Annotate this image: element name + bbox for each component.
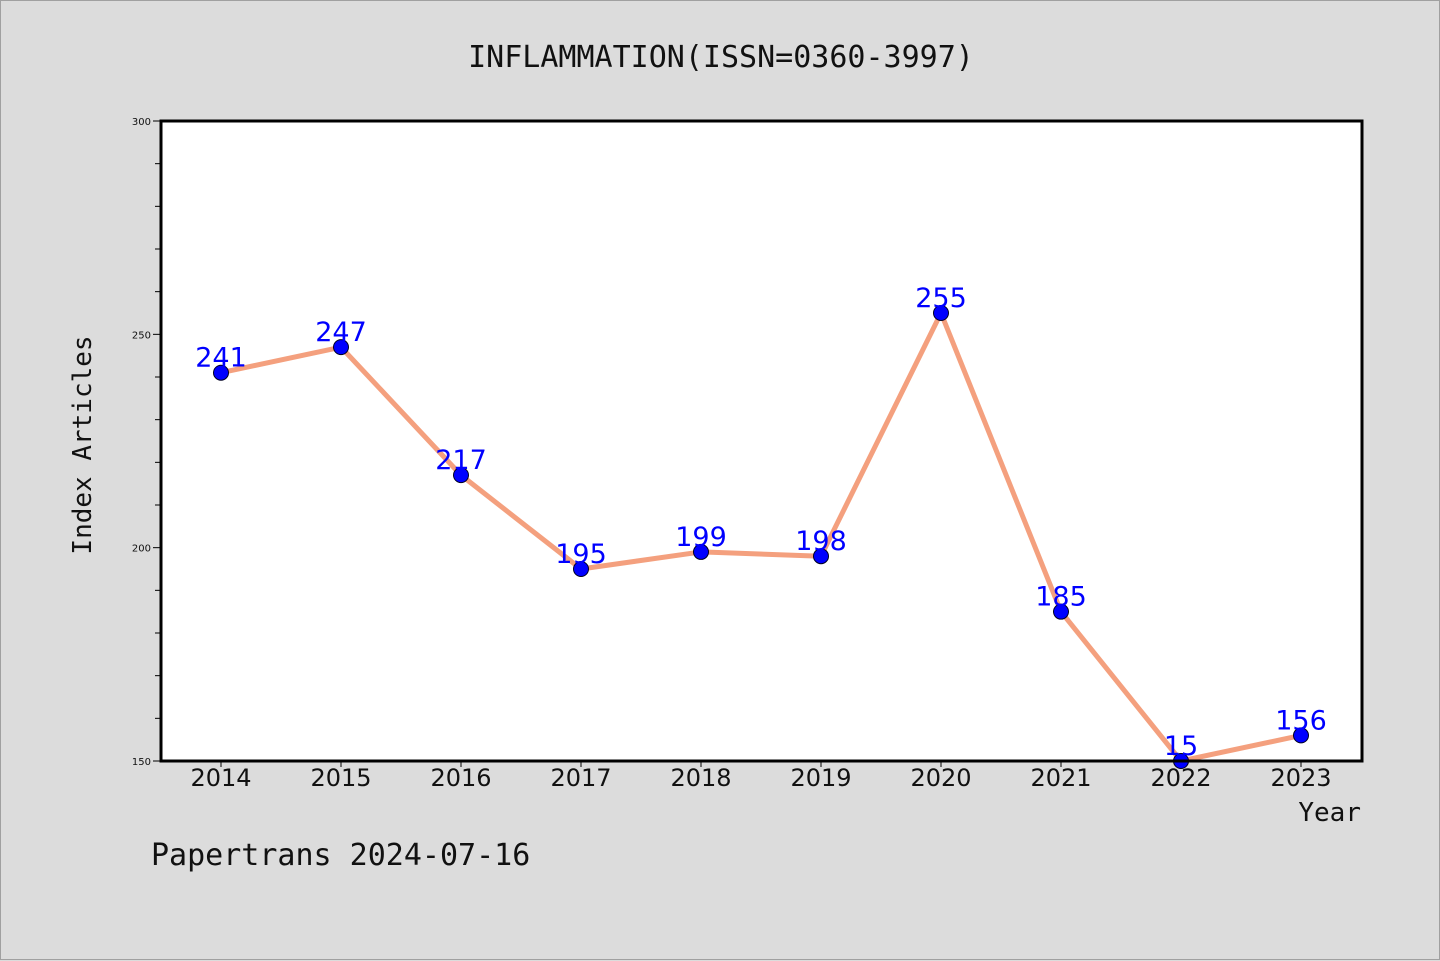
data-label: 217 (435, 445, 487, 476)
x-tick-label: 2014 (190, 764, 251, 792)
y-tick-label: 300 (132, 117, 151, 128)
data-label: 255 (915, 283, 967, 314)
x-axis: 2014 2015 2016 2017 2018 2019 2020 2021 2022 2023 (190, 761, 1332, 792)
y-tick-label: 250 (132, 330, 151, 341)
data-point (1053, 603, 1069, 620)
x-tick-label: 2015 (310, 764, 371, 792)
x-axis-label: Year (1298, 798, 1361, 828)
data-label: 247 (315, 317, 367, 348)
data-point (933, 305, 949, 321)
data-point (453, 467, 469, 484)
x-tick-label: 2020 (910, 764, 971, 792)
data-point (1293, 727, 1309, 744)
data-labels: 241 247 217 195 199 198 255 185 15 156 (195, 283, 1327, 762)
data-label: 198 (795, 526, 847, 557)
data-point (213, 364, 229, 381)
footer-watermark: Papertrans 2024-07-16 (151, 838, 530, 873)
data-point (573, 561, 589, 577)
data-label: 15 (1164, 731, 1198, 762)
data-label: 241 (195, 343, 247, 374)
series-line (220, 310, 1302, 764)
data-label: 156 (1275, 705, 1327, 736)
data-label: 195 (555, 539, 607, 570)
x-tick-label: 2019 (790, 764, 851, 792)
data-label: 185 (1035, 582, 1087, 613)
series-polyline (220, 310, 1302, 764)
data-point (693, 543, 709, 560)
chart-title: INFLAMMATION(ISSN=0360-3997) (468, 40, 974, 75)
data-markers (213, 305, 1309, 769)
x-tick-label: 2018 (670, 764, 731, 792)
data-point (333, 339, 349, 356)
x-tick-label: 2023 (1270, 764, 1331, 792)
y-tick-label: 150 (132, 757, 151, 768)
data-label: 199 (675, 522, 727, 553)
x-tick-label: 2021 (1030, 764, 1091, 792)
x-tick-label: 2016 (430, 764, 491, 792)
y-axis: 150 200 250 300 (132, 117, 161, 768)
y-tick-label: 200 (132, 544, 151, 555)
x-tick-label: 2017 (550, 764, 611, 792)
plot-border (159, 119, 1364, 763)
data-point (813, 548, 829, 565)
plot-area (161, 121, 1362, 761)
y-axis-label: Index Articles (68, 335, 98, 554)
